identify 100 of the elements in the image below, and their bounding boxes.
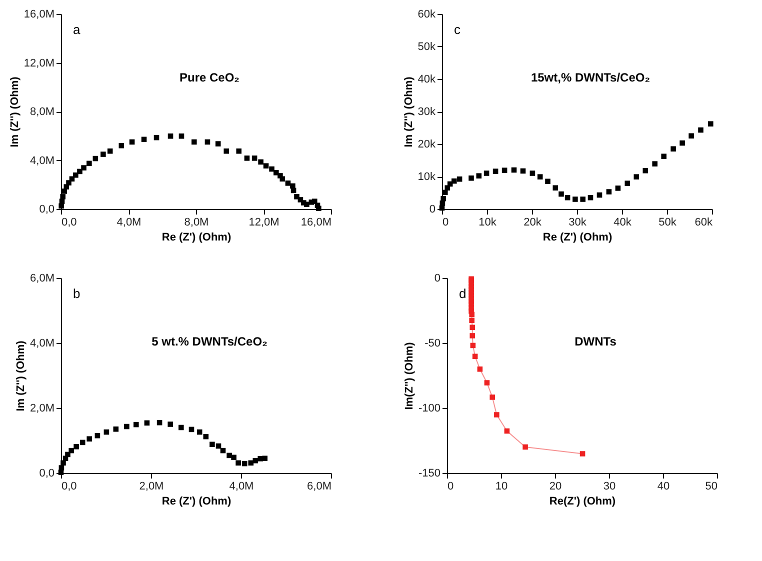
point	[58, 203, 64, 209]
x-tick-label: 50k	[658, 216, 677, 228]
x-tick-label: 50	[705, 480, 718, 492]
point	[545, 178, 550, 184]
point	[468, 175, 474, 181]
point	[440, 200, 446, 206]
x-tick-label: 40	[657, 480, 670, 492]
x-tick-label: 0	[442, 216, 449, 228]
point	[624, 180, 630, 186]
x-tick-label: 30	[603, 480, 616, 492]
point	[580, 196, 586, 202]
point	[552, 185, 558, 191]
point	[442, 190, 448, 196]
x-tick-label: 20k	[524, 216, 542, 228]
point	[502, 168, 508, 173]
x-tick-label: 4,0M	[229, 480, 254, 492]
point	[252, 156, 258, 161]
x-tick-label: 6,0M	[307, 480, 332, 492]
point	[492, 168, 498, 174]
point	[490, 394, 496, 400]
y-tick-label: 4,0M	[30, 338, 54, 350]
y-tick-label: 0,0	[39, 204, 54, 216]
point	[452, 178, 457, 184]
point	[580, 451, 586, 456]
annotation: 15wt,% DWNTs/CeO₂	[530, 70, 650, 84]
point	[472, 354, 478, 360]
point	[688, 133, 694, 139]
point	[77, 168, 82, 174]
point	[263, 163, 269, 168]
point	[440, 196, 446, 202]
point	[484, 380, 490, 386]
x-tick-label: 60k	[694, 216, 713, 228]
point	[470, 333, 476, 338]
point	[537, 174, 543, 180]
annotation: d	[459, 286, 466, 301]
y-tick-label: 2,0M	[30, 402, 54, 414]
point	[118, 142, 124, 148]
point	[698, 127, 704, 133]
point	[615, 186, 621, 191]
y-tick-label: 20k	[418, 138, 436, 150]
y-tick-label: 4,0M	[30, 154, 54, 167]
x-tick-label: 10	[495, 480, 508, 492]
x-tick-label: 10k	[478, 216, 497, 228]
y-tick-label: 40k	[418, 74, 436, 86]
point	[708, 121, 714, 126]
point	[86, 160, 92, 166]
annotation: Pure CeO₂	[179, 70, 240, 84]
annotation: b	[73, 286, 80, 301]
point	[476, 173, 482, 178]
point	[477, 366, 483, 372]
point	[642, 168, 648, 174]
y-tick-label: 12,0M	[24, 57, 54, 70]
y-axis-title: Im (Z'') (Ohm)	[15, 340, 28, 412]
y-tick-label: 0	[434, 272, 440, 284]
y-tick-label: -50	[424, 338, 440, 350]
y-tick-label: 0,0	[39, 468, 54, 480]
point	[244, 156, 250, 161]
point	[62, 188, 68, 194]
point	[469, 318, 474, 324]
x-axis-title: Re(Z') (Ohm)	[549, 496, 616, 508]
point	[652, 161, 658, 166]
point	[215, 141, 221, 146]
point	[484, 170, 490, 176]
point	[564, 194, 570, 200]
y-tick-label: 10k	[418, 171, 436, 183]
x-axis-title: Re (Z') (Ohm)	[162, 496, 232, 508]
point	[73, 172, 78, 178]
x-tick-label: 20	[549, 480, 562, 492]
point	[168, 133, 174, 139]
point	[258, 159, 264, 165]
point	[178, 133, 184, 139]
x-axis-title: Re (Z') (Ohm)	[162, 232, 232, 244]
annotation: 5 wt.% DWNTs/CeO₂	[152, 334, 268, 348]
point	[469, 312, 474, 318]
point	[522, 444, 528, 450]
point	[66, 180, 72, 186]
annotation: DWNTs	[574, 334, 617, 348]
point	[316, 206, 322, 212]
point	[285, 180, 291, 186]
point	[670, 146, 676, 152]
y-tick-label: 50k	[418, 41, 436, 53]
point	[661, 154, 666, 159]
y-tick-label: 0	[429, 204, 436, 216]
point	[269, 166, 274, 172]
point	[494, 412, 500, 418]
point	[588, 194, 594, 200]
y-axis-title: Im (Z'') (Ohm)	[8, 76, 21, 148]
y-tick-label: 60k	[418, 8, 436, 20]
x-tick-label: 0	[448, 480, 454, 492]
y-tick-label: 16,0M	[24, 8, 54, 20]
point	[192, 139, 197, 145]
x-tick-label: 0,0	[62, 216, 77, 228]
point	[606, 189, 612, 194]
y-axis-title: Im(Z'') (Ohm)	[403, 342, 416, 410]
x-tick-label: 40k	[614, 216, 632, 228]
x-tick-label: 30k	[568, 216, 587, 228]
x-tick-label: 16,0M	[300, 216, 332, 228]
y-axis-title: Im (Z'') (Ohm)	[402, 76, 415, 148]
point	[634, 174, 640, 180]
point	[236, 148, 242, 154]
